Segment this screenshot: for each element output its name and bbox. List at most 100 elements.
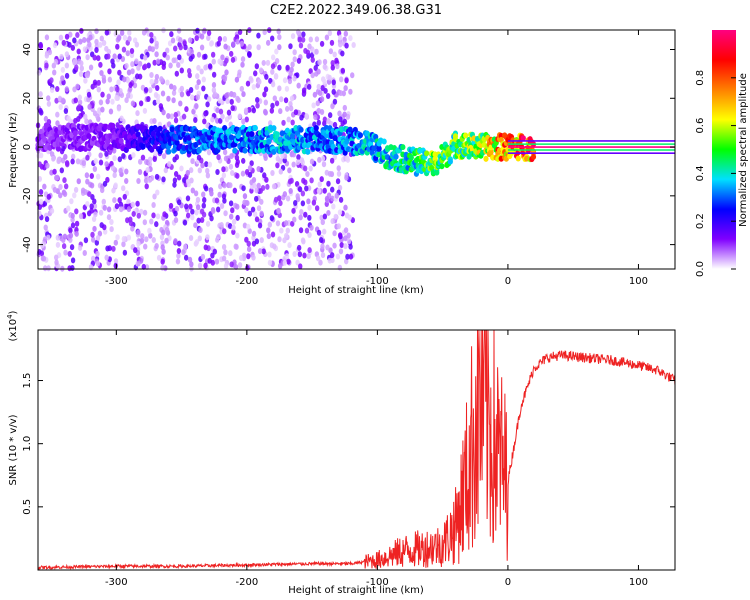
spectrogram-cell [164,226,170,233]
spectrogram-cell [322,213,328,220]
spectrogram-cell [224,57,229,64]
spectrogram-cell [115,43,120,50]
spectrogram-cell [38,107,43,114]
spectrogram-cell [231,91,237,98]
spectrogram-cell [184,203,189,210]
spectrogram-cell [68,227,73,234]
spectrogram-cell [206,149,212,156]
spectrogram-cell [203,110,208,117]
spectrogram-cell [340,67,346,74]
spectrogram-cell [112,172,117,179]
spectrogram-cell [265,59,271,66]
spectrogram-cell [348,88,353,95]
spectrogram-cell [322,187,327,194]
spectrogram-cell [251,84,257,91]
spectrogram-cell [282,191,288,198]
spectrogram-cell [98,159,104,166]
spectrogram-cell [95,250,100,257]
spectrogram-cell [267,251,272,258]
spectrogram-cell [173,210,178,217]
spectrogram-cell [55,234,61,241]
spectrogram-cell [194,103,199,110]
spectrogram-cell [124,62,129,69]
spectrogram-cell [241,118,246,125]
spectrogram-cell [298,126,304,133]
spectrogram-cell [58,104,63,111]
spectrogram-cell [251,254,256,261]
spectrogram-cell [105,98,110,105]
spectrogram-cell [83,113,88,120]
spectrogram-cell [149,218,154,225]
spectrogram-cell [212,91,218,98]
spectrogram-cell [199,44,205,51]
spectrogram-cell [292,250,297,257]
spectrogram-cell [102,204,107,211]
spectrogram-cell [176,199,182,206]
spectrogram-cell [229,261,234,268]
x-tick-label: -100 [366,276,389,287]
spectrogram-cell [269,215,275,222]
spectrogram-cell [90,255,96,262]
spectrogram-cell [49,86,55,93]
spectrogram-cell [189,261,194,268]
spectrogram-cell [149,71,154,78]
spectrogram-cell [100,106,105,113]
spectrogram-cell [152,59,157,66]
spectrogram-cell [343,204,348,211]
spectrogram-cell [334,192,339,199]
spectrogram-cell [166,148,172,155]
spectrogram-cell [37,161,42,168]
spectrogram-cell [54,259,59,266]
spectrogram-cell [43,115,49,122]
spectrogram-cell [137,158,143,165]
spectrogram-cell [110,98,115,105]
spectrogram-cell [187,256,193,263]
spectrogram-cell [79,27,84,34]
spectrogram-cell [188,203,193,210]
spectrogram-cell [188,235,194,242]
spectrogram-cell [278,168,284,175]
spectrogram-cell [193,116,198,123]
spectrogram-cell [298,227,304,234]
spectrogram-cell [96,86,101,93]
spectrogram-cell [270,81,276,88]
spectrogram-cell [277,44,282,51]
spectrogram-cell [293,109,299,116]
colorbar-tick-label: 0.2 [695,213,706,229]
spectrogram-cell [290,33,296,40]
spectrogram-cell [92,54,97,61]
spectrogram-cell [330,218,335,225]
spectrogram-cell [210,116,215,123]
spectrogram-cell [342,104,348,111]
snr-frame [37,329,676,571]
colorbar-tick-label: 0.6 [695,118,706,134]
spectrogram-cell [195,27,200,34]
spectrogram-cell [124,168,129,175]
y-tick-label: 40 [22,43,33,56]
spectrogram-cell [169,126,175,133]
spectrogram-cell [295,159,301,166]
spectrogram-cell [344,174,349,181]
spectrogram-cell [58,235,64,242]
spectrogram-cell [329,157,335,164]
spectrogram-cell [74,230,79,237]
spectrogram-cell [235,95,240,102]
spectrogram-cell [82,37,87,44]
spectrogram-cell [228,200,234,207]
spectrogram-cell [230,105,235,112]
spectrogram-cell [221,166,226,173]
spectrogram-cell [210,252,215,259]
spectrogram-cell [104,150,109,157]
spectrogram-cell [381,138,387,145]
spectrogram-cell [159,76,164,83]
spectrogram-cell [91,216,97,223]
spectrogram-cell [319,96,325,103]
spectrogram-cell [150,46,155,53]
spectrogram-cell [337,264,343,271]
spectrogram-cell [255,102,260,109]
y-tick-label: 0.5 [22,499,33,515]
spectrogram-cell [171,57,176,64]
spectrogram-cell [327,170,333,177]
spectrogram-cell [202,197,207,204]
